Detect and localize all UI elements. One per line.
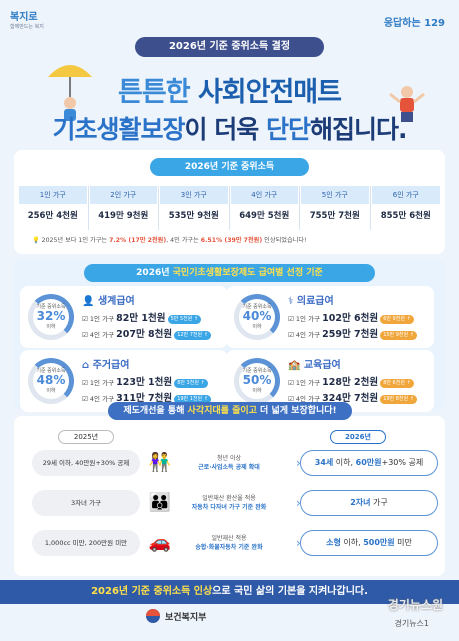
gauge-label: 기준 중위소득: [36, 304, 66, 310]
increase-tag: 12만 7천원 ↑: [174, 330, 211, 340]
gauge-label: 기준 중위소득: [36, 368, 66, 374]
gauge-percent: 50%: [242, 373, 272, 387]
benefit-row-1: ☑ 1인 가구 123만 1천원 8만 3천원 ↑: [82, 374, 208, 388]
gauge-below: 이하: [46, 388, 56, 394]
benefit-row-2: ☑ 4인 가구 311만 7천원 19만 1천원 ↑: [82, 390, 211, 404]
income-table: 1인 가구 256만 4천원 2인 가구 419만 9천원 3인 가구 535만 9천원 4…: [18, 186, 441, 230]
improvement-desc: 청년 이상 근로·사업소득 공제 확대: [198, 455, 260, 471]
benefit-icon: 🏫: [288, 360, 301, 371]
improvement-desc: 일반재산 적용 승합·화물자동차 기준 완화: [195, 535, 263, 551]
benefit-card: 기준 중위소득 40% 이하 ⚕ 의료급여 ☑ 1인 가구 102만 6천원 6만 …: [226, 286, 434, 348]
threshold-gauge: 기준 중위소득 50% 이하: [234, 358, 280, 404]
household-size: 4인 가구: [230, 186, 298, 204]
gauge-below: 이하: [252, 388, 262, 394]
household-size: 2인 가구: [89, 186, 157, 204]
benefit-name: ⌂ 주거급여: [82, 360, 130, 371]
median-income-value: 256만 4천원: [27, 211, 78, 221]
threshold-gauge: 기준 중위소득 40% 이하: [234, 294, 280, 340]
old-criterion: 29세 이하, 40만원+30% 공제: [32, 450, 140, 476]
benefit-icon: ⚕: [288, 296, 294, 307]
year-old-badge: 2025년: [58, 430, 114, 444]
old-criterion: 1,000cc 미만, 200만원 미만: [32, 530, 140, 556]
gauge-percent: 48%: [36, 373, 66, 387]
benefit-name: 🏫 교육급여: [288, 360, 341, 371]
median-income-value: 755만 7천원: [309, 211, 360, 221]
benefit-row-1: ☑ 1인 가구 102만 6천원 6만 9천원 ↑: [288, 310, 414, 324]
increase-tag: 8만 3천원 ↑: [174, 378, 208, 388]
household-size: 3인 가구: [160, 186, 228, 204]
increase-tag: 6만 9천원 ↑: [380, 314, 414, 324]
jumping-child-illustration: [389, 86, 425, 122]
watermark-sub: 경기뉴스1: [394, 619, 429, 628]
ministry-emblem-icon: [146, 609, 160, 623]
new-criterion: 34세 이하, 60만원+30% 공제: [300, 450, 438, 476]
watermark: 경기뉴스원: [387, 598, 443, 612]
median-income-value: 649만 5천원: [239, 211, 290, 221]
income-column: 1인 가구 256만 4천원: [18, 186, 89, 230]
footer-banner: 2026년 기준 중위소득 인상으로 국민 삶의 기본을 지켜나갑니다.: [0, 580, 459, 604]
income-column: 3인 가구 535만 9천원: [159, 186, 230, 230]
increase-tag: 19만 8천원 ↑: [380, 394, 417, 404]
benefit-card: 기준 중위소득 32% 이하 👤 생계급여 ☑ 1인 가구 82만 1천원 5만 5…: [20, 286, 228, 348]
gauge-below: 이하: [252, 324, 262, 330]
household-size: 6인 가구: [371, 186, 440, 204]
new-criterion: 소형 이하, 500만원 미만: [300, 530, 438, 556]
increase-tag: 8만 6천원 ↑: [380, 378, 414, 388]
gauge-label: 기준 중위소득: [242, 304, 272, 310]
household-size: 1인 가구: [19, 186, 87, 204]
benefit-card: 기준 중위소득 50% 이하 🏫 교육급여 ☑ 1인 가구 128만 2천원 8만 …: [226, 350, 434, 412]
gauge-below: 이하: [46, 324, 56, 330]
logo-bokjiro: 복지로 함께만드는 복지: [10, 12, 44, 30]
benefit-name: 👤 생계급여: [82, 296, 135, 307]
benefit-row-1: ☑ 1인 가구 128만 2천원 8만 6천원 ↑: [288, 374, 414, 388]
old-criterion: 3자녀 가구: [32, 490, 140, 516]
arrow-icon: ›: [296, 456, 301, 470]
gauge-percent: 32%: [36, 309, 66, 323]
people-icon: 👪: [148, 492, 172, 513]
benefits-title: 2026년 국민기초생활보장제도 급여별 선정 기준: [84, 264, 375, 282]
threshold-gauge: 기준 중위소득 32% 이하: [28, 294, 74, 340]
income-column: 4인 가구 649만 5천원: [230, 186, 300, 230]
new-criterion: 2자녀 가구: [300, 490, 438, 516]
year-new-badge: 2026년: [330, 430, 386, 444]
improvement-title: 제도개선을 통해 사각지대를 줄이고 더 넓게 보장합니다!: [108, 402, 352, 420]
gauge-label: 기준 중위소득: [242, 368, 272, 374]
income-column: 5인 가구 755만 7천원: [300, 186, 371, 230]
benefit-row-2: ☑ 4인 가구 324만 7천원 19만 8천원 ↑: [288, 390, 417, 404]
median-income-value: 855만 6천원: [380, 211, 431, 221]
arrow-icon: ›: [296, 536, 301, 550]
headline-line1: 튼튼한 사회안전매트: [118, 77, 342, 108]
benefit-card: 기준 중위소득 48% 이하 ⌂ 주거급여 ☑ 1인 가구 123만 1천원 8만 …: [20, 350, 228, 412]
arrow-icon: ›: [296, 496, 301, 510]
logo-129: 응답하는 129: [383, 18, 445, 29]
improvement-desc: 일반재산 환산율 적용 자동차 다자녀 가구 기준 완화: [191, 495, 267, 511]
people-icon: 👫: [148, 452, 172, 473]
umbrella-child-illustration: [48, 65, 92, 121]
threshold-gauge: 기준 중위소득 48% 이하: [28, 358, 74, 404]
income-note: 💡 2025년 보다 1인 가구는 7.2% (17만 2천원), 4인 가구는…: [32, 237, 307, 244]
ministry-name: 보건복지부: [165, 613, 207, 623]
benefit-row-1: ☑ 1인 가구 82만 1천원 5만 5천원 ↑: [82, 310, 202, 324]
benefit-icon: ⌂: [82, 360, 90, 371]
income-title: 2026년 기준 중위소득: [150, 158, 309, 176]
median-income-value: 419만 9천원: [98, 211, 149, 221]
income-column: 6인 가구 855만 6천원: [371, 186, 442, 230]
benefit-name: ⚕ 의료급여: [288, 296, 334, 307]
median-income-value: 535만 9천원: [168, 211, 219, 221]
benefit-row-2: ☑ 4인 가구 207만 8천원 12만 7천원 ↑: [82, 326, 211, 340]
increase-tag: 5만 5천원 ↑: [167, 314, 202, 324]
increase-tag: 15만 9천원 ↑: [380, 330, 417, 340]
increase-tag: 19만 1천원 ↑: [174, 394, 211, 404]
people-icon: 🚗: [148, 532, 172, 553]
benefit-row-2: ☑ 4인 가구 259만 7천원 15만 9천원 ↑: [288, 326, 417, 340]
income-column: 2인 가구 419만 9천원: [89, 186, 159, 230]
gauge-percent: 40%: [242, 309, 272, 323]
benefit-icon: 👤: [82, 296, 95, 307]
title-pill: 2026년 기준 중위소득 결정: [135, 37, 324, 57]
headline-line2: 기초생활보장이 더욱 단단해집니다.: [52, 115, 408, 144]
household-size: 5인 가구: [301, 186, 369, 204]
